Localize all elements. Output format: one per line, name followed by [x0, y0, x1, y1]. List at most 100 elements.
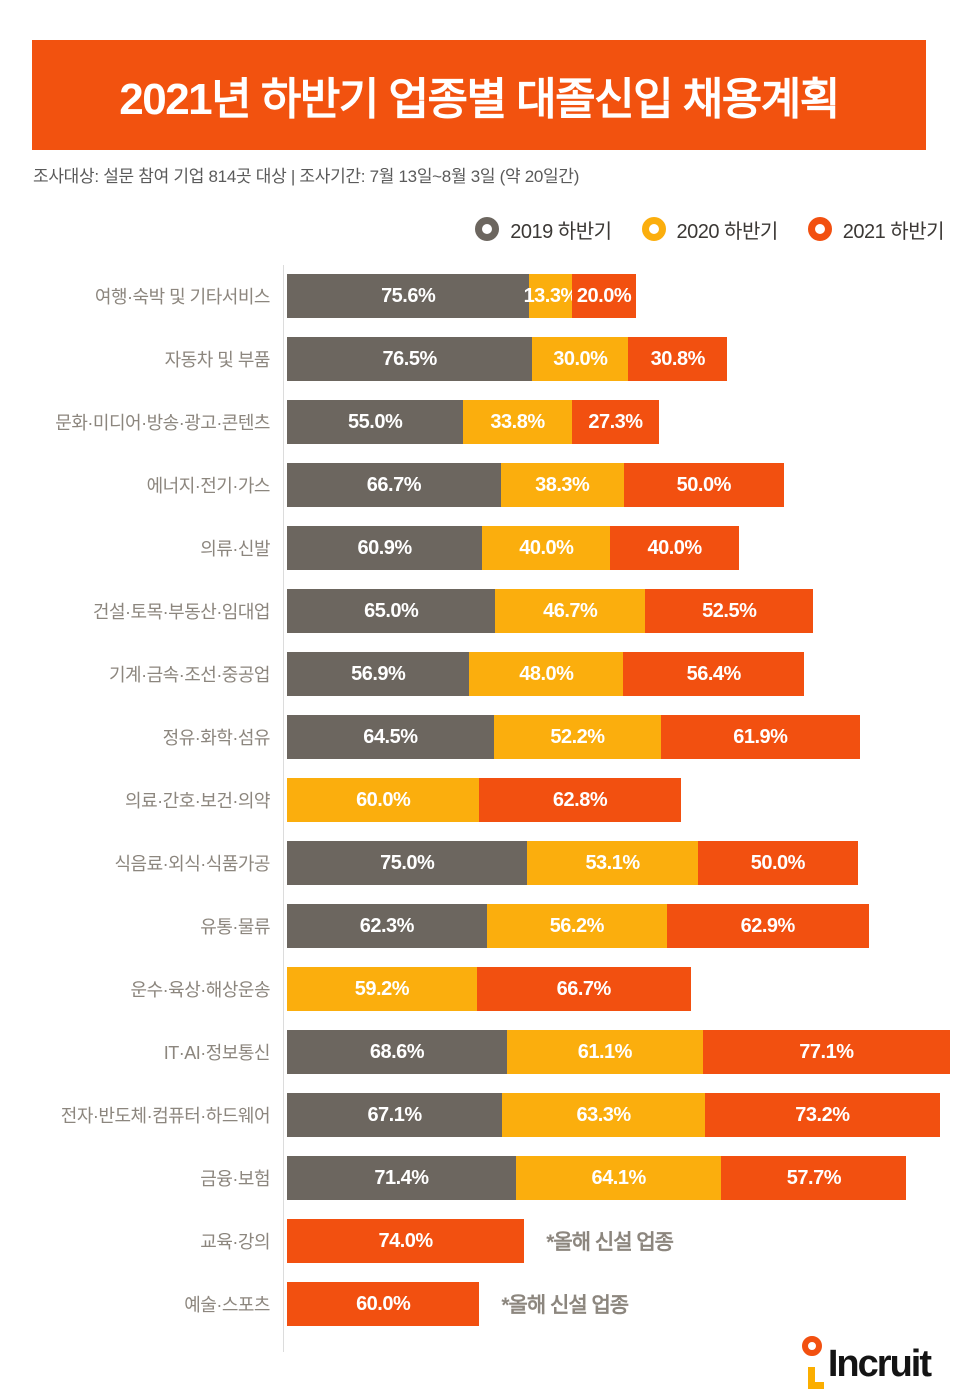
chart-row: 문화·미디어·방송·광고·콘텐츠 55.0% 33.8% 27.3%	[0, 400, 960, 444]
bar-value-label: 52.2%	[550, 725, 605, 748]
category-label-text: 자동차 및 부품	[164, 350, 271, 370]
bar-group: 67.1% 63.3% 73.2%	[287, 1093, 940, 1137]
bar-value-label: 20.0%	[576, 284, 632, 307]
bar-value-label: 30.8%	[650, 347, 706, 370]
chart-row: 교육·강의 74.0% *올해 신설 업종	[0, 1219, 960, 1263]
stacked-bar-chart: 여행·숙박 및 기타서비스 75.6% 13.3% 20.0% 자동차 및 부품 76.5…	[0, 265, 960, 1352]
new-category-note: *올해 신설 업종	[501, 1294, 629, 1317]
bar-value-label: 67.1%	[367, 1103, 422, 1126]
bar-value-label: 60.0%	[356, 788, 411, 811]
category-label-text: 운수·육상·해상운송	[130, 980, 271, 1000]
bar-segment-2019: 71.4%	[287, 1156, 516, 1200]
category-label: 에너지·전기·가스	[0, 472, 271, 498]
category-label-text: IT·AI·정보통신	[163, 1043, 271, 1063]
bar-value-label: 33.8%	[490, 410, 545, 433]
bar-group: 65.0% 46.7% 52.5%	[287, 589, 814, 633]
chart-row: 식음료·외식·식품가공 75.0% 53.1% 50.0%	[0, 841, 960, 885]
bar-segment-2019: 55.0%	[287, 400, 464, 444]
bar-value-label: 59.2%	[354, 977, 410, 1000]
bar-value-label: 77.1%	[799, 1040, 854, 1063]
bar-value-label: 48.0%	[519, 662, 574, 685]
bar-value-label: 66.7%	[556, 977, 612, 1000]
category-label-text: 유통·물류	[200, 917, 270, 937]
bar-group: 60.0% *올해 신설 업종	[287, 1282, 629, 1326]
bar-group: 62.3% 56.2% 62.9%	[287, 904, 869, 948]
bar-segment-2021: 52.5%	[645, 589, 814, 633]
bar-segment-2021: 73.2%	[705, 1093, 940, 1137]
category-label: 건설·토목·부동산·임대업	[0, 598, 271, 624]
category-label-text: 의료·간호·보건·의약	[125, 791, 270, 811]
category-label: 금융·보험	[0, 1165, 270, 1191]
bar-value-label: 56.2%	[549, 914, 605, 937]
bar-value-label: 40.0%	[647, 536, 702, 559]
bar-segment-2020: 63.3%	[502, 1093, 706, 1137]
bar-value-label: 61.1%	[577, 1040, 633, 1063]
category-label: 교육·강의	[0, 1228, 270, 1254]
category-label-text: 여행·숙박 및 기타서비스	[94, 287, 271, 307]
bar-value-label: 61.9%	[733, 725, 788, 748]
bar-value-label: 64.1%	[591, 1166, 647, 1189]
bar-value-label: 66.7%	[366, 473, 422, 496]
bar-group: 60.9% 40.0% 40.0%	[287, 526, 739, 570]
bar-value-label: 50.0%	[676, 473, 732, 496]
bar-segment-2020: 38.3%	[500, 463, 624, 507]
bar-value-label: 27.3%	[588, 410, 643, 433]
bar-value-label: 64.5%	[363, 725, 418, 748]
bar-segment-2020: 56.2%	[486, 904, 667, 948]
bar-value-label: 53.1%	[585, 851, 640, 874]
bar-segment-2020: 53.1%	[527, 841, 698, 885]
category-label: 여행·숙박 및 기타서비스	[0, 283, 271, 309]
bar-value-label: 50.0%	[750, 851, 806, 874]
bar-value-label: 56.4%	[686, 662, 742, 685]
category-label-text: 전자·반도체·컴퓨터·하드웨어	[60, 1106, 271, 1126]
category-label-text: 에너지·전기·가스	[146, 476, 271, 496]
bar-group: 64.5% 52.2% 61.9%	[287, 715, 860, 759]
bar-value-label: 13.3%	[523, 284, 579, 307]
bar-segment-2021: 50.0%	[623, 463, 784, 507]
bar-group: 60.0% 62.8%	[287, 778, 681, 822]
chart-row: 운수·육상·해상운송 59.2% 66.7%	[0, 967, 960, 1011]
bar-value-label: 38.3%	[535, 473, 590, 496]
category-label: 운수·육상·해상운송	[0, 976, 271, 1002]
bar-segment-2021: 57.7%	[721, 1156, 907, 1200]
bar-segment-2019: 66.7%	[287, 463, 501, 507]
bar-segment-2019: 62.3%	[287, 904, 487, 948]
bar-segment-2020: 48.0%	[469, 652, 624, 696]
page-title: 2021년 하반기 업종별 대졸신입 채용계획	[119, 75, 840, 124]
bar-group: 75.6% 13.3% 20.0%	[287, 274, 637, 318]
bar-segment-2019: 60.9%	[287, 526, 483, 570]
bar-segment-2020: 52.2%	[493, 715, 662, 759]
legend-donut-icon	[641, 217, 666, 241]
bar-segment-2021: 30.8%	[628, 337, 728, 381]
bar-segment-2020: 30.0%	[532, 337, 629, 381]
bar-segment-2019: 67.1%	[287, 1093, 503, 1137]
axis-baseline	[283, 265, 284, 1352]
logo-l-icon	[807, 1367, 824, 1389]
bar-segment-2021: 56.4%	[623, 652, 805, 696]
bar-segment-2020: 13.3%	[524, 274, 578, 318]
bar-value-label: 62.8%	[552, 788, 608, 811]
bar-value-label: 76.5%	[382, 347, 438, 370]
bar-group: 66.7% 38.3% 50.0%	[287, 463, 784, 507]
bar-value-label: 56.9%	[351, 662, 406, 685]
bar-segment-2020: 33.8%	[463, 400, 572, 444]
category-label: 의료·간호·보건·의약	[0, 787, 270, 813]
chart-row: 기계·금속·조선·중공업 56.9% 48.0% 56.4%	[0, 652, 960, 696]
bar-group: 71.4% 64.1% 57.7%	[287, 1156, 907, 1200]
bar-segment-2021: 40.0%	[610, 526, 739, 570]
category-label-text: 식음료·외식·식품가공	[114, 854, 270, 874]
bar-group: 74.0% *올해 신설 업종	[287, 1219, 674, 1263]
bar-segment-2021: 61.9%	[661, 715, 860, 759]
category-label: 자동차 및 부품	[0, 346, 271, 372]
bar-segment-2021: 77.1%	[702, 1030, 950, 1074]
logo-ring-icon	[801, 1336, 822, 1356]
bar-segment-2021: 50.0%	[697, 841, 858, 885]
legend-donut-icon	[807, 217, 832, 241]
bar-value-label: 52.5%	[702, 599, 757, 622]
chart-row: 유통·물류 62.3% 56.2% 62.9%	[0, 904, 960, 948]
bar-segment-2020: 59.2%	[287, 967, 477, 1011]
category-label-text: 정유·화학·섬유	[162, 728, 271, 748]
bar-segment-2020: 46.7%	[495, 589, 646, 633]
bar-value-label: 30.0%	[553, 347, 608, 370]
bar-segment-2019: 76.5%	[287, 337, 533, 381]
